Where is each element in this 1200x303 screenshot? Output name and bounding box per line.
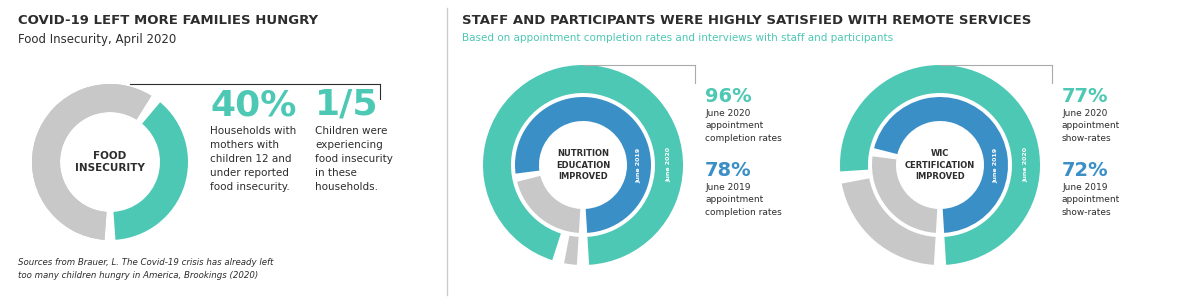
Wedge shape xyxy=(840,65,1040,265)
Text: FOOD
INSECURITY: FOOD INSECURITY xyxy=(76,151,145,173)
Text: June 2019: June 2019 xyxy=(994,148,998,183)
Wedge shape xyxy=(517,176,581,233)
Wedge shape xyxy=(564,236,578,265)
Text: Households with
mothers with
children 12 and
under reported
food insecurity.: Households with mothers with children 12… xyxy=(210,126,296,192)
Text: WIC
CERTIFICATION
IMPROVED: WIC CERTIFICATION IMPROVED xyxy=(905,149,976,181)
Text: June 2019: June 2019 xyxy=(636,148,642,183)
Text: 77%: 77% xyxy=(1062,87,1109,106)
Text: June 2019
appointment
completion rates: June 2019 appointment completion rates xyxy=(706,183,781,217)
Wedge shape xyxy=(872,156,937,233)
Wedge shape xyxy=(515,97,650,233)
Wedge shape xyxy=(114,102,188,240)
Text: NUTRITION
EDUCATION
IMPROVED: NUTRITION EDUCATION IMPROVED xyxy=(556,149,610,181)
Text: 72%: 72% xyxy=(1062,161,1109,180)
Text: COVID-19 LEFT MORE FAMILIES HUNGRY: COVID-19 LEFT MORE FAMILIES HUNGRY xyxy=(18,14,318,27)
Wedge shape xyxy=(874,97,1008,233)
Text: 1/5: 1/5 xyxy=(314,88,378,122)
Text: 40%: 40% xyxy=(210,88,296,122)
Text: June 2020
appointment
completion rates: June 2020 appointment completion rates xyxy=(706,109,781,143)
Text: June 2020: June 2020 xyxy=(1024,148,1028,182)
Text: Food Insecurity, April 2020: Food Insecurity, April 2020 xyxy=(18,33,176,46)
Text: Sources from Brauer, L. The Covid-19 crisis has already left
too many children h: Sources from Brauer, L. The Covid-19 cri… xyxy=(18,258,274,279)
Text: Children were
experiencing
food insecurity
in these
households.: Children were experiencing food insecuri… xyxy=(314,126,392,192)
Text: 78%: 78% xyxy=(706,161,751,180)
Text: June 2020: June 2020 xyxy=(666,148,672,182)
Text: Based on appointment completion rates and interviews with staff and participants: Based on appointment completion rates an… xyxy=(462,33,893,43)
Text: June 2019
appointment
show-rates: June 2019 appointment show-rates xyxy=(1062,183,1121,217)
Text: STAFF AND PARTICIPANTS WERE HIGHLY SATISFIED WITH REMOTE SERVICES: STAFF AND PARTICIPANTS WERE HIGHLY SATIS… xyxy=(462,14,1031,27)
Text: 96%: 96% xyxy=(706,87,751,106)
Wedge shape xyxy=(841,178,936,265)
Wedge shape xyxy=(32,84,151,240)
Text: June 2020
appointment
show-rates: June 2020 appointment show-rates xyxy=(1062,109,1121,143)
Wedge shape xyxy=(32,84,151,240)
Wedge shape xyxy=(484,65,683,265)
